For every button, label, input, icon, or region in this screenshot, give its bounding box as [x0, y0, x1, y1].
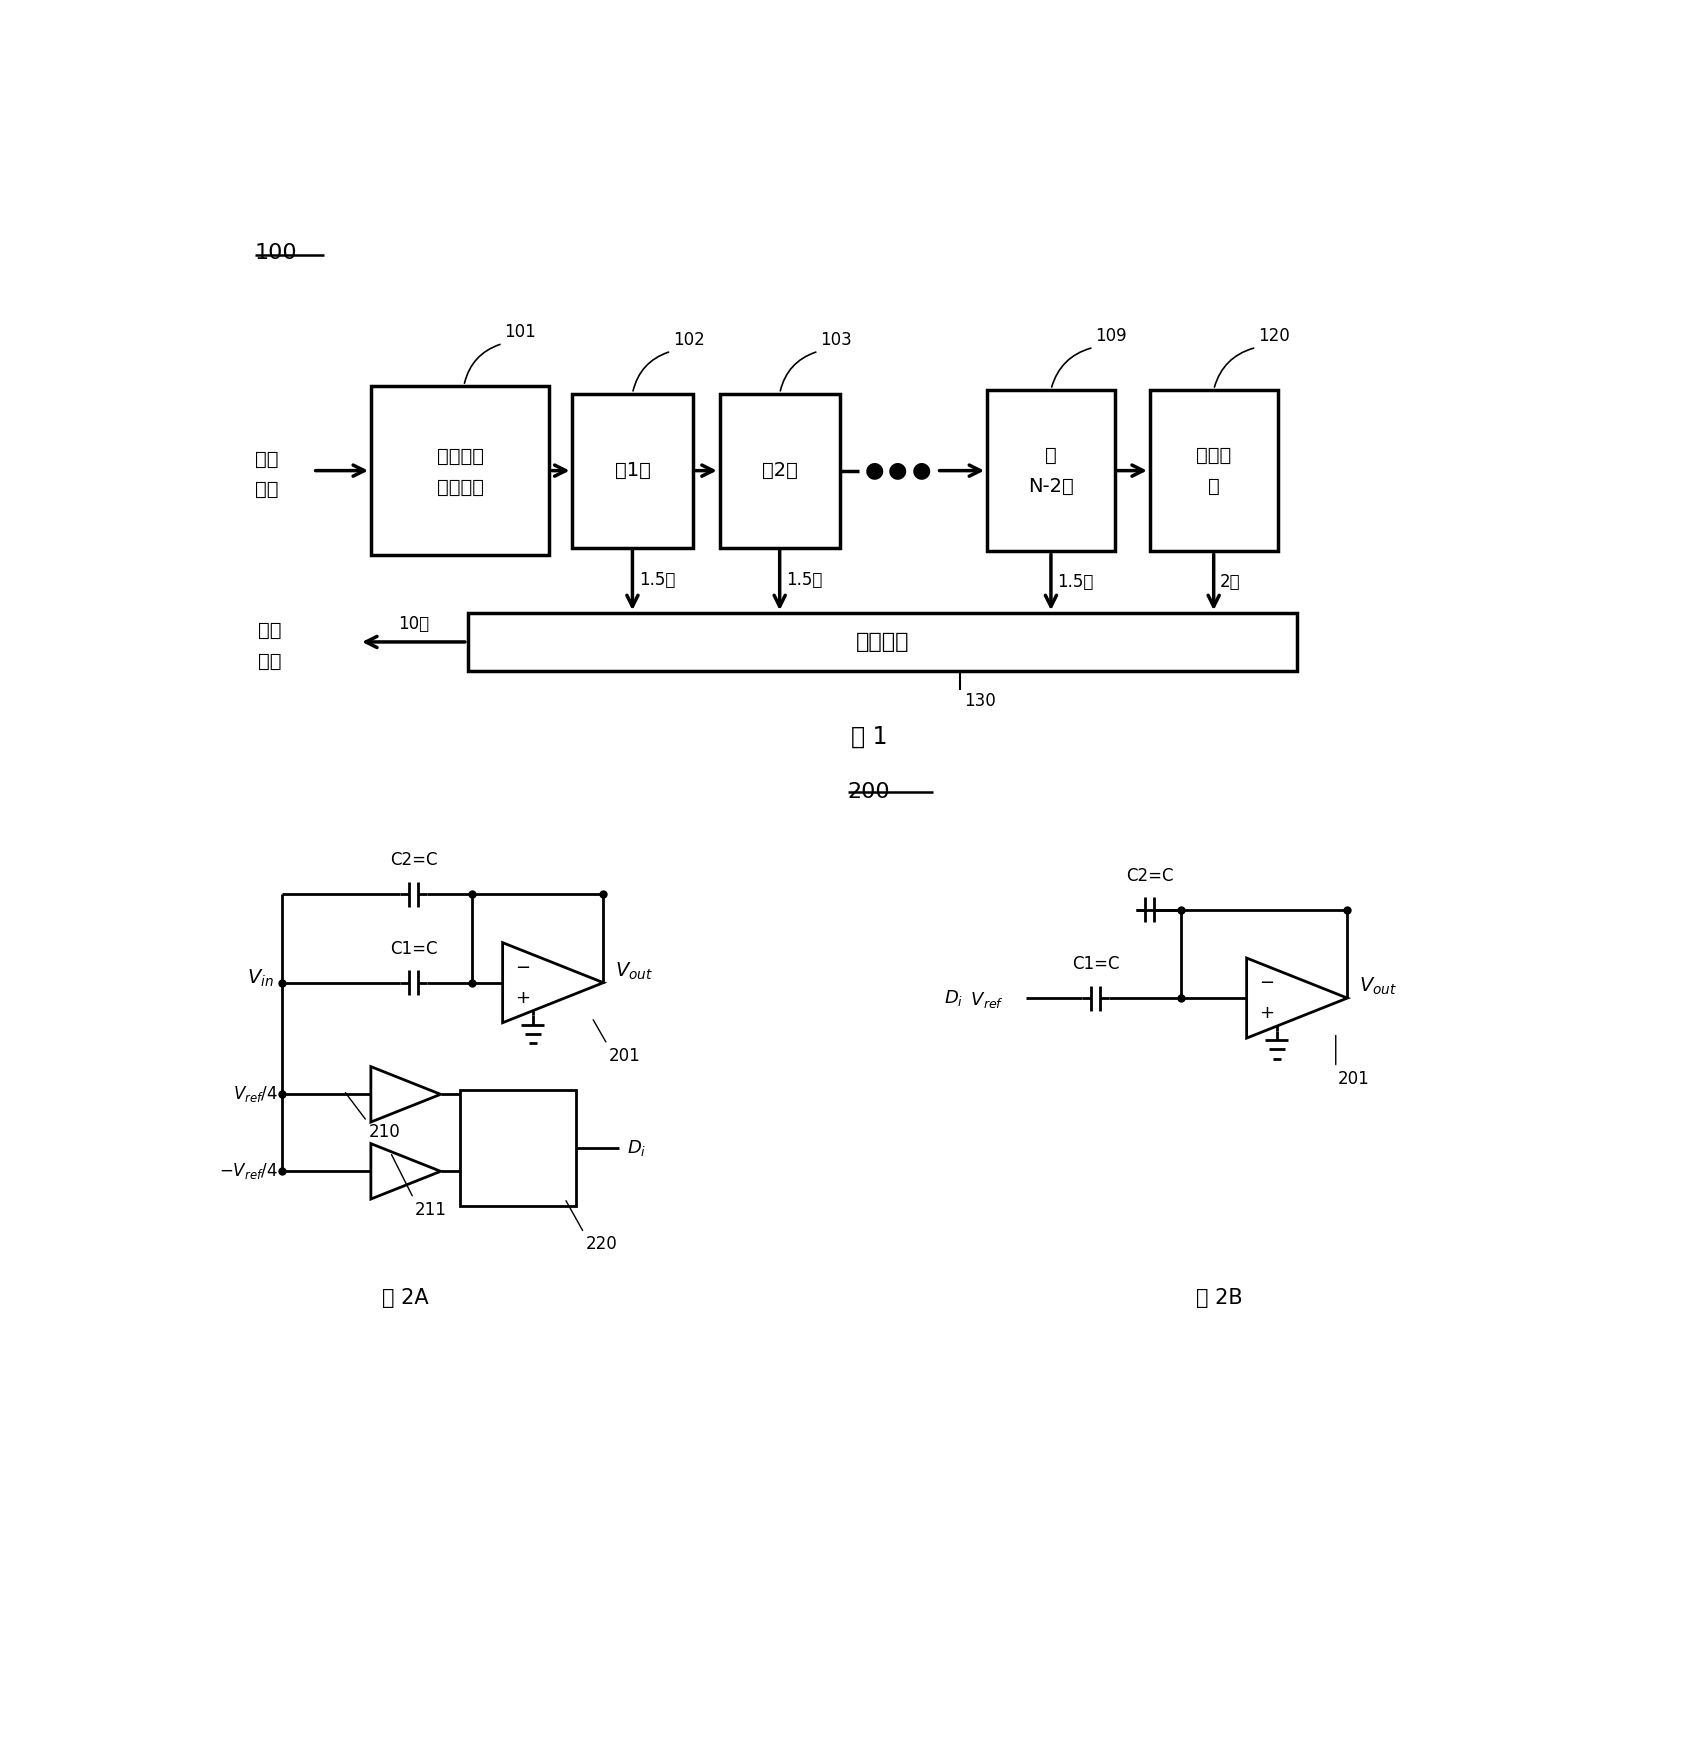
Text: 102: 102: [673, 331, 704, 349]
Text: $-V_{ref}/4$: $-V_{ref}/4$: [219, 1160, 278, 1182]
Text: 采样保持: 采样保持: [436, 447, 483, 466]
Text: 输出: 输出: [258, 652, 282, 671]
Text: 201: 201: [1338, 1069, 1370, 1087]
Text: 第: 第: [1045, 445, 1057, 465]
Text: +: +: [1258, 1004, 1274, 1022]
Polygon shape: [502, 943, 604, 1022]
Text: −: −: [516, 959, 531, 976]
Polygon shape: [371, 1143, 441, 1199]
Text: $D_i$: $D_i$: [626, 1138, 646, 1159]
Text: ●: ●: [889, 461, 907, 480]
Text: 1.5位: 1.5位: [1057, 573, 1094, 591]
Text: C2=C: C2=C: [390, 852, 438, 869]
Text: 级: 级: [1208, 477, 1219, 496]
Text: 130: 130: [963, 692, 996, 710]
Text: 101: 101: [504, 323, 536, 342]
Bar: [460, 1090, 577, 1206]
Text: 109: 109: [1096, 328, 1126, 345]
Bar: [572, 394, 692, 547]
Text: N-2级: N-2级: [1028, 477, 1074, 496]
Polygon shape: [1247, 959, 1347, 1038]
Text: 211: 211: [416, 1201, 448, 1218]
Text: 103: 103: [819, 331, 851, 349]
Text: 模拟: 模拟: [254, 449, 278, 468]
Text: 2位: 2位: [1219, 573, 1240, 591]
Bar: [468, 614, 1297, 671]
Text: $D_i$: $D_i$: [945, 989, 963, 1008]
Text: ●: ●: [911, 461, 931, 480]
Text: $V_{ref}/4$: $V_{ref}/4$: [232, 1085, 278, 1104]
Text: −: −: [1258, 975, 1274, 992]
Text: 全并行: 全并行: [1196, 445, 1231, 465]
Text: $V_{out}$: $V_{out}$: [616, 961, 653, 982]
Text: C2=C: C2=C: [1126, 868, 1174, 885]
Text: 图 2B: 图 2B: [1196, 1288, 1243, 1308]
Text: 201: 201: [609, 1047, 641, 1064]
Polygon shape: [371, 1066, 441, 1122]
Text: $V_{out}$: $V_{out}$: [1358, 976, 1398, 997]
Text: 1.5位: 1.5位: [785, 571, 823, 589]
Text: C1=C: C1=C: [390, 940, 438, 959]
Text: 220: 220: [585, 1236, 617, 1253]
Bar: [1150, 389, 1277, 552]
Text: 1.5位: 1.5位: [639, 571, 675, 589]
Text: 数字校正: 数字校正: [855, 631, 909, 652]
Text: （可选）: （可选）: [436, 479, 483, 498]
Text: ●: ●: [865, 461, 884, 480]
Bar: [719, 394, 840, 547]
Text: 200: 200: [848, 782, 890, 803]
Text: 第1级: 第1级: [614, 461, 650, 480]
Text: $V_{ref}$: $V_{ref}$: [965, 990, 1004, 1010]
Text: 图 1: 图 1: [851, 724, 887, 749]
Text: 210: 210: [368, 1124, 400, 1141]
Text: 100: 100: [254, 244, 297, 263]
Text: $V_{in}$: $V_{in}$: [248, 968, 275, 989]
Text: 120: 120: [1258, 328, 1289, 345]
Text: 数字: 数字: [258, 621, 282, 640]
Bar: [987, 389, 1114, 552]
Text: C1=C: C1=C: [1072, 955, 1119, 973]
Text: 10位: 10位: [399, 615, 429, 633]
Text: 第2级: 第2级: [762, 461, 797, 480]
Bar: [371, 386, 550, 556]
Text: 图 2A: 图 2A: [382, 1288, 429, 1308]
Text: +: +: [516, 989, 531, 1006]
Text: 输入: 输入: [254, 480, 278, 500]
